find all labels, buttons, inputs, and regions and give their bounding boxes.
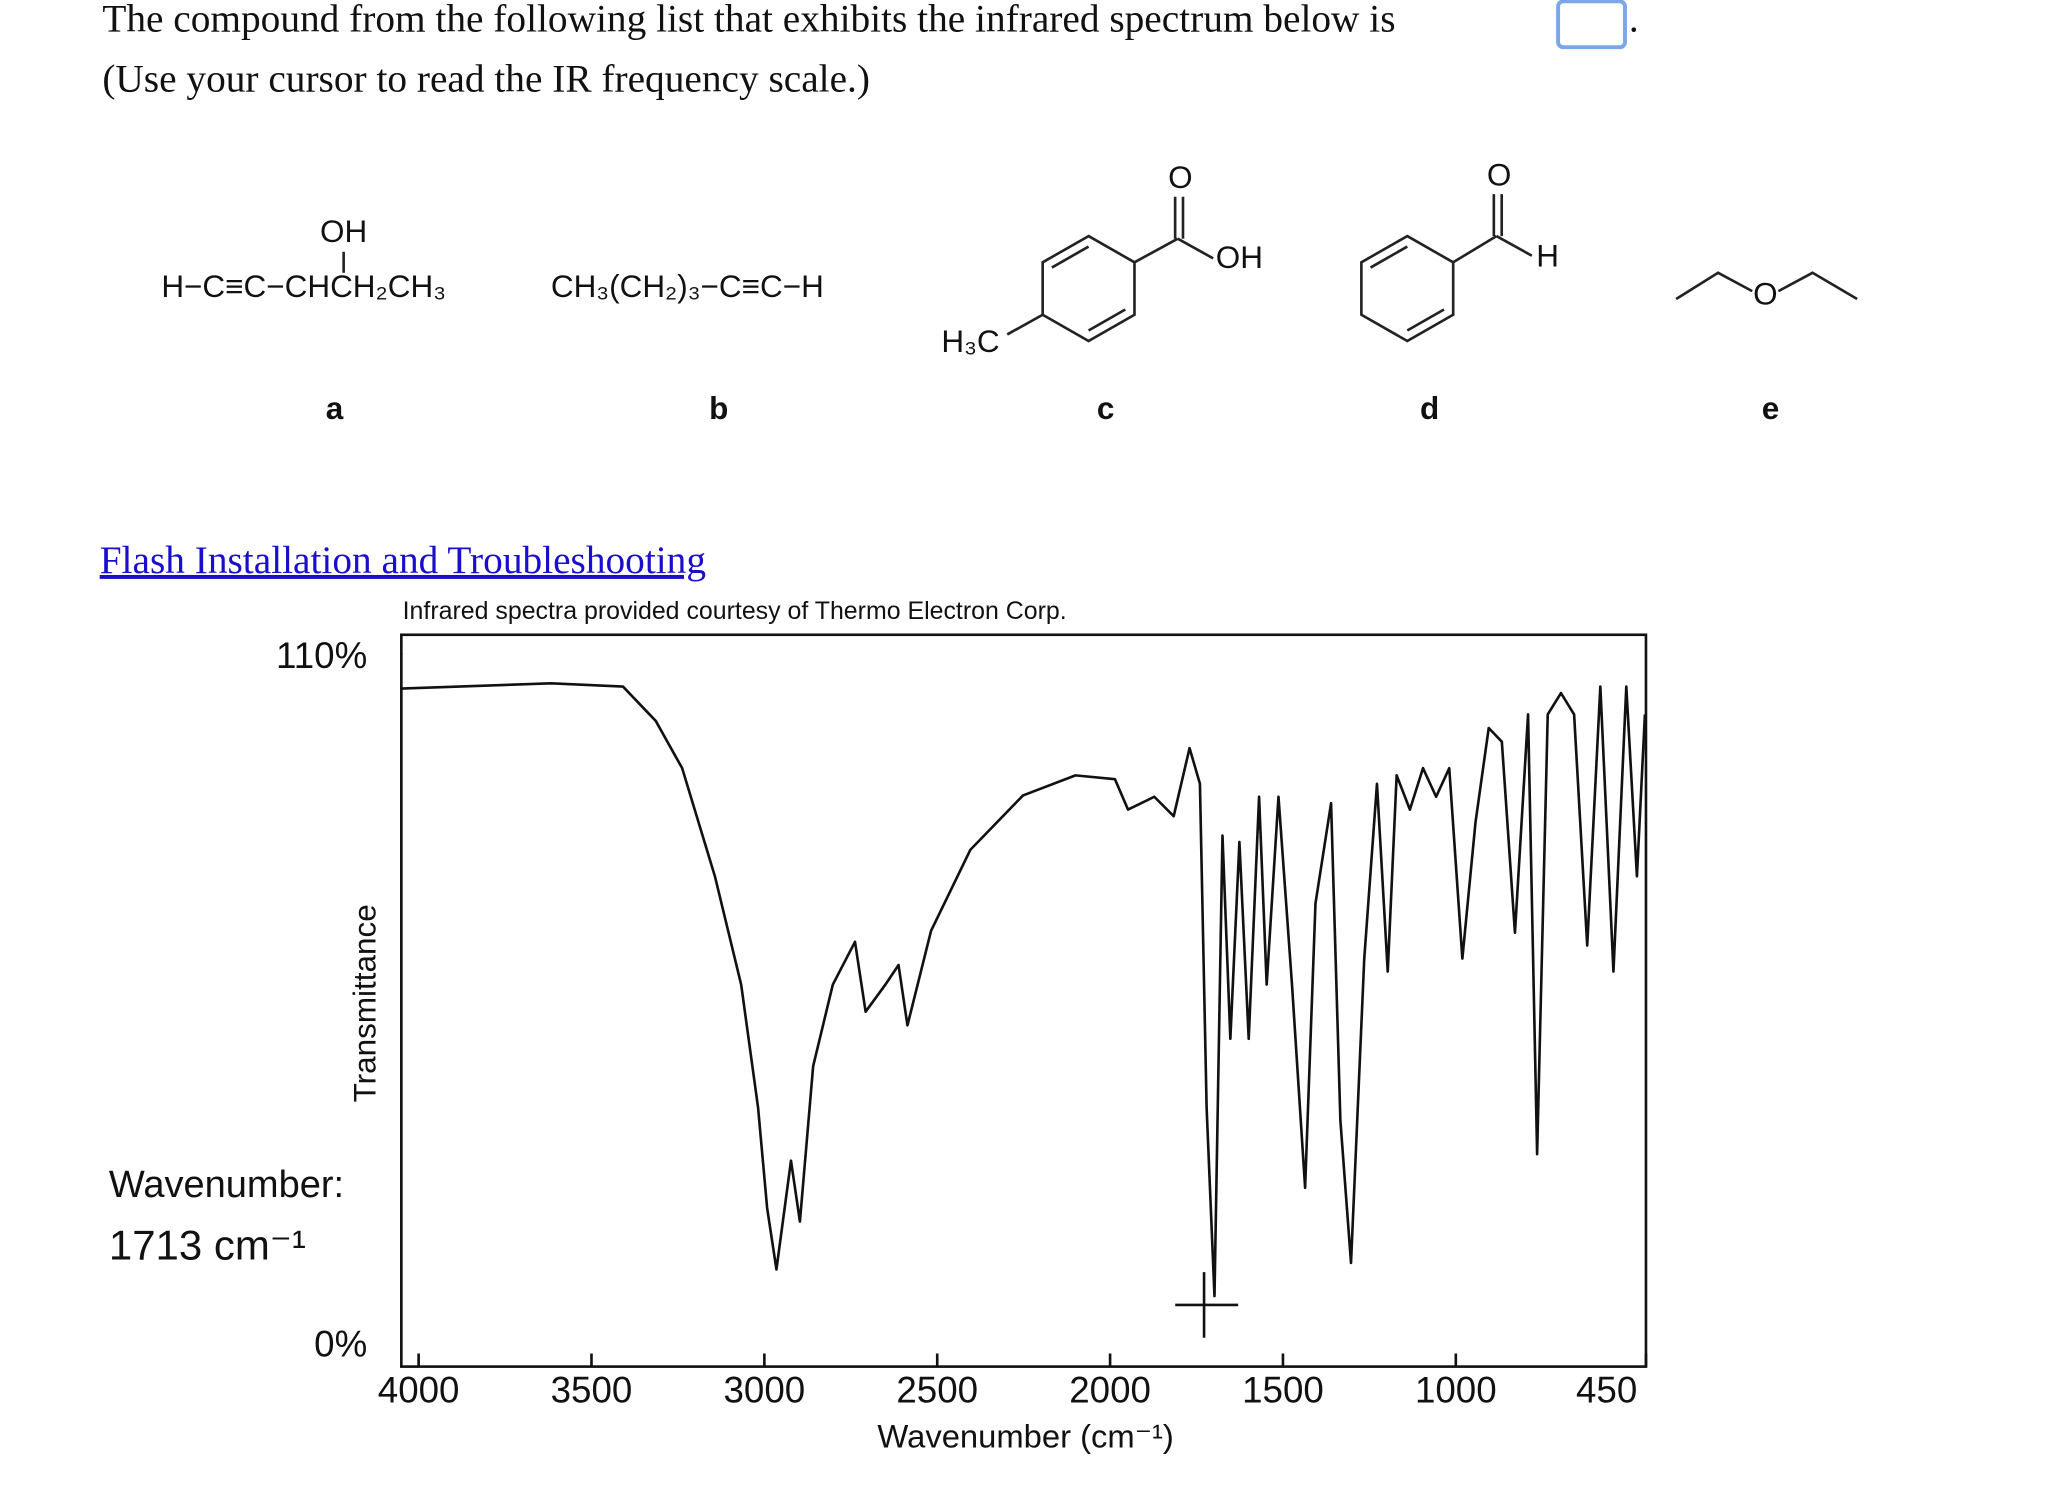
x-tick-label: 2500 — [896, 1370, 978, 1411]
cursor-label: Wavenumber: — [109, 1164, 344, 1206]
hint: (Use your cursor to read the IR frequenc… — [102, 57, 870, 101]
atom-label: OH — [320, 214, 367, 249]
bond — [1369, 245, 1408, 269]
bond — [1177, 237, 1214, 260]
x-tick-label: 3500 — [551, 1370, 633, 1411]
bond — [1006, 313, 1044, 336]
bond — [1675, 271, 1753, 301]
cursor-value: 1713 — [109, 1222, 202, 1269]
atom-label: OH — [1216, 240, 1263, 275]
x-axis-label: Wavenumber (cm⁻¹) — [877, 1417, 1173, 1454]
bond — [1452, 234, 1498, 264]
plot-frame — [400, 633, 1648, 1368]
cursor-readout: 1713 cm⁻¹ — [109, 1222, 306, 1269]
question-text: The compound from the following list tha… — [102, 0, 1395, 40]
spectrum-line — [401, 681, 1647, 1298]
x-tick-label: 1500 — [1242, 1370, 1324, 1411]
x-tick-label: 1000 — [1415, 1370, 1497, 1411]
answer-box[interactable] — [1556, 0, 1627, 50]
structure-label: c — [1097, 391, 1115, 426]
help-link[interactable]: Flash Installation and Troubleshooting — [100, 538, 706, 582]
atom-label: O — [1753, 277, 1777, 312]
question-end: . — [1629, 0, 1639, 40]
structure-bonds — [342, 194, 1858, 343]
structure-label: a — [326, 391, 344, 426]
bond — [1495, 234, 1533, 257]
ring — [1360, 234, 1455, 343]
x-tick-label: 450 — [1576, 1370, 1637, 1411]
structure-label: d — [1420, 391, 1439, 426]
atom-label: H₃C — [941, 324, 999, 359]
atom-label: O — [1168, 160, 1192, 195]
structure-label: e — [1762, 391, 1780, 426]
bond — [1777, 271, 1858, 301]
chart-credit: Infrared spectra provided courtesy of Th… — [403, 597, 1067, 625]
bond — [1133, 237, 1179, 264]
atom-label: H−C≡C−CHCH₂CH₃ — [161, 269, 446, 304]
y-tick-label: 0% — [314, 1324, 367, 1365]
cursor-unit: cm⁻¹ — [214, 1222, 306, 1269]
ring — [1041, 234, 1136, 343]
atom-label: CH₃(CH₂)₃−C≡C−H — [551, 269, 824, 304]
atom-label: O — [1487, 157, 1511, 192]
x-tick-label: 4000 — [378, 1370, 460, 1411]
y-tick-label: 110% — [276, 635, 367, 676]
atom-label: H — [1536, 239, 1559, 274]
y-axis-label: Transmittance — [348, 904, 383, 1102]
x-tick-label: 2000 — [1069, 1370, 1151, 1411]
bond — [1406, 308, 1445, 332]
bond — [1051, 245, 1090, 269]
x-tick-label: 3000 — [724, 1370, 806, 1411]
structure-label: b — [709, 391, 728, 426]
bond — [1087, 308, 1126, 332]
